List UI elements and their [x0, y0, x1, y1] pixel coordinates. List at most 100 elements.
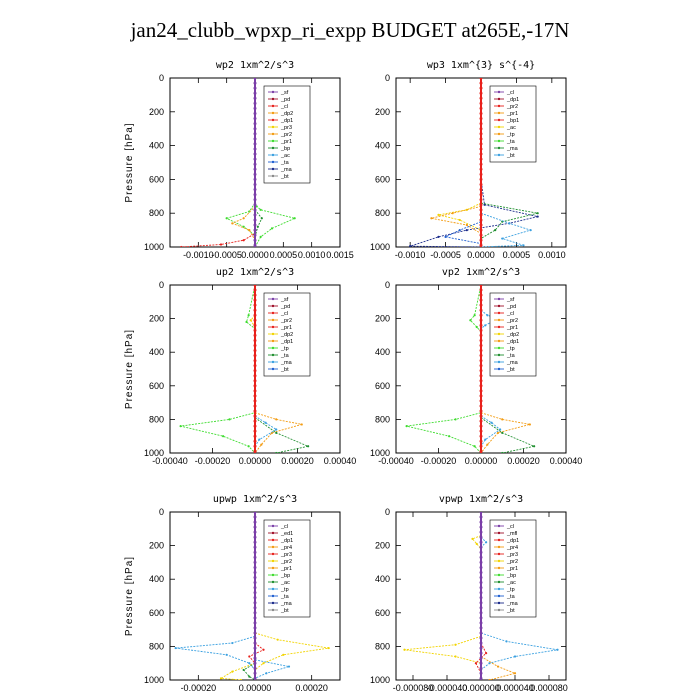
series-point	[253, 540, 257, 544]
panel-2: wp3 1xm^{3} s^{-4} 0 200 400 600 800 1000 -0.00…	[370, 60, 567, 260]
legend-label: _dp2	[506, 332, 519, 338]
series-point	[253, 349, 257, 353]
series-point	[479, 621, 483, 625]
series-point	[528, 423, 531, 426]
series-point	[282, 653, 285, 656]
x-tick-label: -0.00020	[181, 683, 217, 693]
legend-marker	[271, 304, 275, 308]
legend-label: _pd	[280, 97, 290, 103]
series-line	[471, 535, 482, 550]
series-point	[253, 661, 257, 665]
series-point	[300, 423, 303, 426]
series-point	[479, 182, 483, 186]
series-point	[253, 288, 257, 292]
series-point	[479, 354, 483, 358]
legend-label: _pr2	[506, 559, 518, 565]
series-point	[253, 611, 257, 615]
legend-marker	[497, 118, 501, 122]
series-point	[479, 172, 483, 176]
series-line	[243, 662, 256, 680]
series-point	[479, 414, 483, 418]
legend-marker	[271, 353, 275, 357]
series-point	[458, 229, 461, 232]
legend-marker	[497, 601, 501, 605]
series-point	[479, 193, 483, 197]
legend-marker	[271, 580, 275, 584]
series-point	[253, 631, 257, 635]
series-point	[287, 665, 291, 668]
series-point	[228, 418, 231, 421]
series-line	[480, 412, 531, 453]
series-point	[253, 586, 257, 590]
series-point	[479, 520, 483, 524]
series-line	[480, 632, 558, 671]
series-point	[451, 212, 454, 215]
legend-marker	[497, 538, 501, 542]
series-point	[479, 162, 483, 166]
series-point	[249, 319, 252, 322]
legend-label: _ac	[506, 580, 516, 586]
legend-label: _dp1	[280, 339, 293, 345]
series-point	[479, 91, 483, 95]
series-point	[248, 655, 251, 658]
legend-marker	[271, 139, 275, 143]
series-point	[479, 198, 483, 202]
series-point	[231, 222, 234, 225]
series-point	[247, 314, 250, 317]
series-point	[242, 668, 245, 672]
series-point	[479, 127, 483, 131]
series-point	[270, 431, 274, 434]
series-point	[479, 323, 483, 327]
series-point	[479, 318, 483, 322]
series-point	[479, 359, 483, 363]
series-point	[253, 512, 257, 514]
x-tick-label: 0.0000	[467, 250, 495, 260]
series-point	[253, 379, 257, 383]
x-tick-label: 0.0015	[326, 250, 354, 260]
series-point	[479, 606, 483, 610]
series-point	[253, 333, 257, 337]
legend-label: _pr1	[280, 566, 292, 572]
series-point	[253, 626, 257, 630]
series-line	[444, 221, 482, 245]
series-point	[253, 91, 257, 95]
series-point	[253, 429, 257, 433]
series-point	[479, 641, 483, 645]
series-point	[522, 244, 525, 247]
series-point	[479, 591, 483, 595]
series-point	[253, 439, 257, 443]
series-point	[253, 96, 257, 100]
series-point	[242, 239, 245, 242]
legend-label: _ta	[506, 594, 516, 600]
series-point	[454, 643, 457, 646]
legend-marker	[497, 339, 501, 343]
y-tick-label: 400	[149, 347, 164, 357]
y-tick-label: 200	[375, 107, 390, 117]
series-point	[253, 233, 257, 237]
legend-label: _mfl	[506, 531, 517, 537]
series-point	[253, 106, 257, 110]
y-tick-label: 1000	[370, 675, 390, 685]
series-point	[479, 626, 483, 630]
series-point	[253, 525, 257, 529]
series-point	[258, 438, 261, 441]
series-point	[253, 78, 257, 80]
series-point	[479, 364, 483, 368]
x-tick-label: 0.0000	[241, 250, 269, 260]
series-line	[254, 659, 290, 679]
series-point	[479, 384, 483, 388]
series-point	[479, 545, 483, 549]
legend-marker	[497, 318, 501, 322]
series-point	[496, 431, 500, 434]
series-point	[484, 438, 487, 441]
x-tick-label: 0.00040	[324, 456, 357, 466]
y-tick-label: 200	[375, 541, 390, 551]
series-point	[219, 243, 223, 246]
y-tick-label: 1000	[144, 448, 164, 458]
series-point	[479, 122, 483, 126]
series-point	[479, 601, 483, 605]
y-tick-label: 400	[149, 574, 164, 584]
series-line	[404, 635, 482, 664]
legend-label: _ta	[506, 139, 516, 145]
